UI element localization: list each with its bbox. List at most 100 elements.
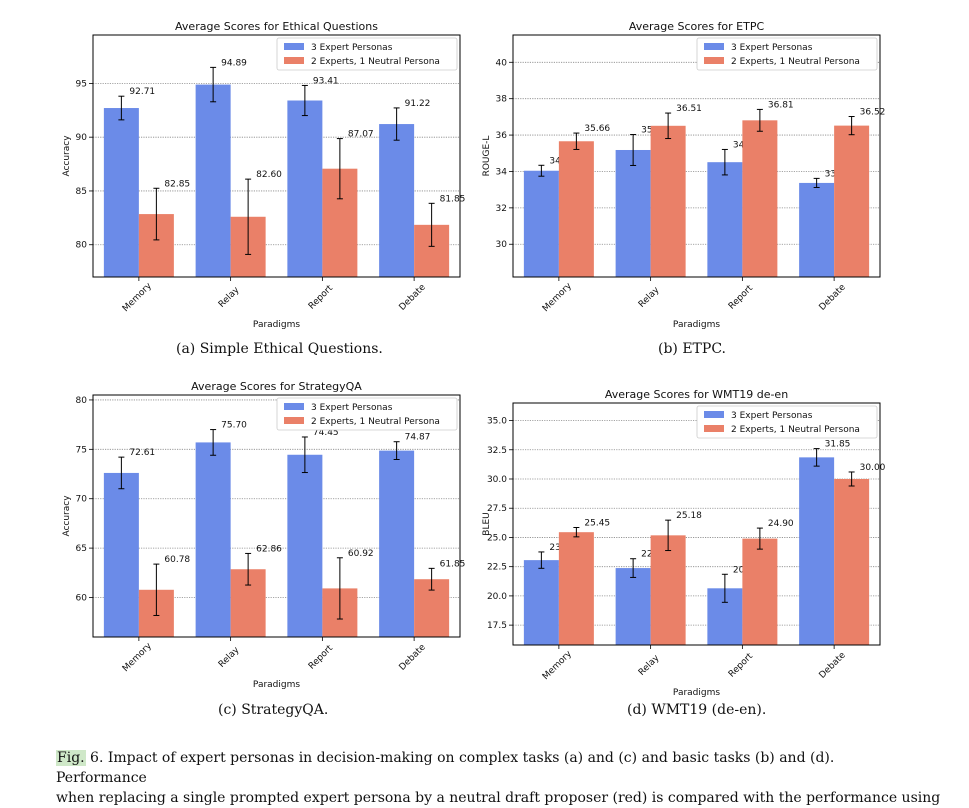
y-tick-label: 95 bbox=[76, 79, 87, 89]
y-tick-label: 90 bbox=[76, 133, 88, 143]
data-label: 87.07 bbox=[348, 130, 374, 140]
data-label: 60.92 bbox=[348, 549, 374, 559]
figure-caption-line2: when replacing a single prompted expert … bbox=[56, 790, 941, 806]
y-tick-label: 22.5 bbox=[487, 563, 507, 573]
data-label: 25.18 bbox=[676, 511, 702, 521]
legend-swatch bbox=[284, 43, 304, 50]
subcaption-d: (d) WMT19 (de-en). bbox=[627, 702, 767, 718]
y-tick-label: 32 bbox=[496, 204, 507, 214]
plot-frame bbox=[92, 394, 461, 638]
legend-box bbox=[696, 37, 878, 71]
legend-box bbox=[696, 405, 878, 439]
bar-neutral-report bbox=[742, 120, 778, 277]
y-tick-label: 30.0 bbox=[487, 475, 507, 485]
x-tick-label: Report bbox=[727, 651, 756, 680]
bar-expert-memory bbox=[523, 170, 559, 277]
data-label: 25.45 bbox=[584, 519, 610, 529]
y-tick-label: 25.0 bbox=[487, 533, 507, 543]
chart-title: Average Scores for StrategyQA bbox=[191, 380, 362, 393]
bar-expert-relay bbox=[615, 568, 651, 645]
bar-expert-debate bbox=[799, 457, 835, 645]
bar-neutral-memory bbox=[558, 532, 594, 645]
legend-swatch bbox=[284, 417, 304, 424]
legend-label: 3 Expert Personas bbox=[731, 43, 813, 53]
figure-caption: Fig. 6. Impact of expert personas in dec… bbox=[56, 748, 941, 808]
data-label: 75.70 bbox=[221, 421, 247, 431]
y-tick-label: 65 bbox=[76, 544, 87, 554]
bar-neutral-relay bbox=[650, 535, 686, 645]
x-axis-label: Paradigms bbox=[673, 320, 720, 330]
chart-ethical-questions: Average Scores for Ethical Questions 80 85… bbox=[60, 18, 465, 334]
x-tick-label: Relay bbox=[217, 285, 242, 310]
legend-swatch bbox=[704, 425, 724, 432]
data-label: 81.85 bbox=[440, 194, 465, 204]
x-axis-label: Paradigms bbox=[253, 680, 300, 690]
y-tick-label: 75 bbox=[76, 445, 87, 455]
legend-swatch bbox=[284, 57, 304, 64]
data-label: 91.22 bbox=[405, 99, 431, 109]
data-label: 82.85 bbox=[164, 179, 190, 189]
figure-label[interactable]: Fig. bbox=[56, 750, 86, 766]
bar-expert-debate bbox=[379, 450, 415, 637]
chart-title: Average Scores for WMT19 de-en bbox=[605, 388, 788, 401]
data-label: 74.87 bbox=[405, 433, 431, 443]
legend-label: 2 Experts, 1 Neutral Persona bbox=[731, 57, 860, 67]
x-tick-label: Report bbox=[307, 283, 336, 312]
x-tick-label: Memory bbox=[121, 281, 154, 314]
bar-expert-relay bbox=[615, 149, 651, 277]
y-tick-label: 60 bbox=[76, 593, 88, 603]
y-tick-label: 40 bbox=[496, 58, 508, 68]
plot-frame bbox=[512, 34, 881, 278]
x-tick-label: Debate bbox=[398, 642, 429, 673]
y-tick-label: 70 bbox=[76, 495, 88, 505]
legend-swatch bbox=[704, 411, 724, 418]
legend-label: 2 Experts, 1 Neutral Persona bbox=[731, 425, 860, 435]
x-tick-label: Relay bbox=[217, 645, 242, 670]
data-label: 60.78 bbox=[164, 555, 190, 565]
y-tick-label: 30 bbox=[496, 240, 508, 250]
bar-neutral-relay bbox=[650, 125, 686, 277]
x-tick-label: Memory bbox=[541, 281, 574, 314]
data-label: 36.51 bbox=[676, 104, 702, 114]
data-label: 92.71 bbox=[129, 87, 155, 97]
chart-svg: Average Scores for ETPC30323436384034.04… bbox=[482, 20, 885, 330]
chart-svg: Average Scores for StrategyQA 60 65 70 75 80 7… bbox=[62, 380, 465, 690]
x-tick-label: Memory bbox=[121, 641, 154, 674]
data-label: 62.86 bbox=[256, 544, 282, 554]
chart-svg: Average Scores for Ethical Questions 80 85… bbox=[62, 20, 465, 330]
y-axis-label: Accuracy bbox=[62, 135, 72, 177]
y-tick-label: 17.5 bbox=[487, 621, 507, 631]
bar-expert-relay bbox=[195, 442, 231, 637]
legend-swatch bbox=[704, 43, 724, 50]
y-tick-label: 38 bbox=[496, 95, 508, 105]
data-label: 36.52 bbox=[860, 108, 885, 118]
bar-expert-debate bbox=[799, 182, 835, 277]
data-label: 82.60 bbox=[256, 170, 282, 180]
y-tick-label: 80 bbox=[76, 241, 88, 251]
x-tick-label: Report bbox=[307, 643, 336, 672]
bar-neutral-memory bbox=[558, 141, 594, 277]
data-label: 94.89 bbox=[221, 58, 247, 68]
bar-expert-debate bbox=[379, 124, 415, 277]
data-label: 24.90 bbox=[768, 519, 794, 529]
x-tick-label: Debate bbox=[818, 650, 849, 681]
bar-expert-relay bbox=[195, 84, 231, 277]
y-axis-label: Accuracy bbox=[62, 495, 72, 537]
bar-expert-report bbox=[287, 454, 323, 637]
data-label: 61.85 bbox=[440, 559, 465, 569]
data-label: 72.61 bbox=[129, 448, 155, 458]
bar-neutral-debate bbox=[834, 478, 870, 645]
subcaption-b: (b) ETPC. bbox=[658, 341, 726, 357]
bar-expert-report bbox=[707, 162, 743, 277]
figure-caption-line1: 6. Impact of expert personas in decision… bbox=[56, 750, 835, 786]
plot-frame bbox=[92, 34, 461, 278]
data-label: 35.66 bbox=[584, 124, 610, 134]
legend-label: 3 Expert Personas bbox=[311, 403, 393, 413]
legend-label: 3 Expert Personas bbox=[731, 411, 813, 421]
bar-expert-memory bbox=[523, 560, 559, 645]
y-tick-label: 32.5 bbox=[487, 446, 507, 456]
data-label: 74.45 bbox=[313, 428, 339, 438]
y-tick-label: 85 bbox=[76, 187, 87, 197]
y-tick-label: 20.0 bbox=[487, 592, 507, 602]
chart-title: Average Scores for ETPC bbox=[629, 20, 765, 33]
